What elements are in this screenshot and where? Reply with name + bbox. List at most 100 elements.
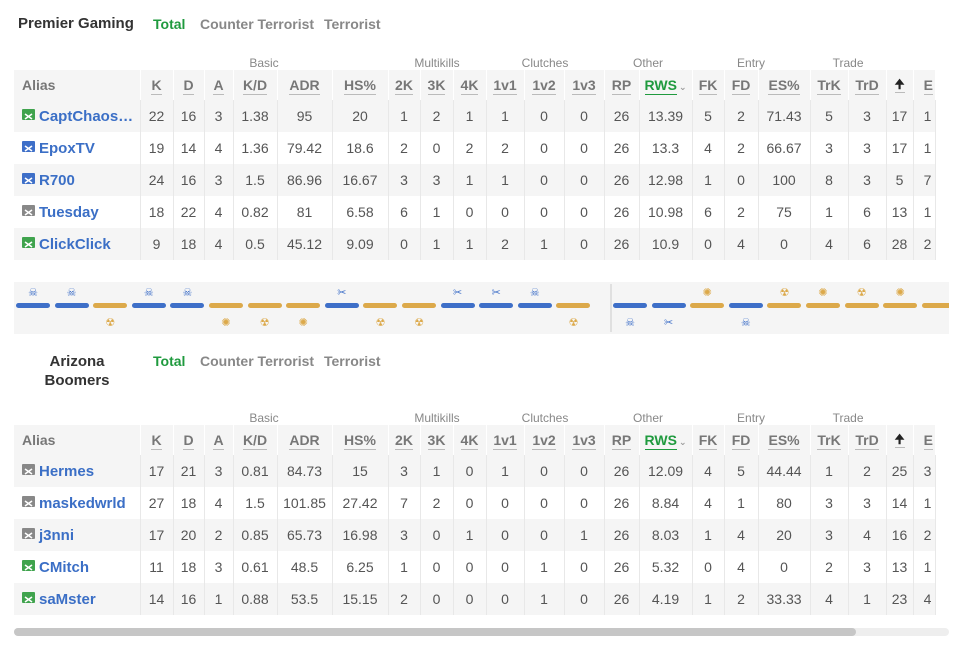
- round-result[interactable]: ☠: [728, 282, 763, 334]
- player-link[interactable]: j3nni: [39, 526, 75, 544]
- column-header-ascend-icon[interactable]: 🠉: [886, 425, 914, 455]
- column-header-3k[interactable]: 3K: [420, 425, 454, 455]
- round-result[interactable]: ☢: [247, 282, 282, 334]
- round-result[interactable]: ☠: [170, 282, 205, 334]
- stat-a: 2: [204, 519, 234, 551]
- stat-4k: 1: [453, 100, 487, 132]
- column-header-k[interactable]: K: [140, 70, 174, 100]
- skull-icon: ☠: [28, 287, 38, 299]
- column-header-rws[interactable]: RWS ⌄: [639, 425, 693, 455]
- column-header-trd[interactable]: TrD: [848, 70, 887, 100]
- round-result[interactable]: [921, 282, 949, 334]
- column-header-1v3[interactable]: 1v3: [564, 425, 605, 455]
- tab-counter-terrorist[interactable]: Counter Terrorist: [200, 353, 315, 369]
- column-header-4k[interactable]: 4K: [453, 70, 487, 100]
- column-header-ascend-icon[interactable]: 🠉: [886, 70, 914, 100]
- tab-counter-terrorist[interactable]: Counter Terrorist: [200, 16, 315, 32]
- explosion-icon: ✺: [221, 317, 231, 329]
- column-header-fd[interactable]: FD: [724, 70, 759, 100]
- column-header-es[interactable]: ES%: [758, 70, 811, 100]
- round-result[interactable]: ✂: [440, 282, 475, 334]
- column-header-3k[interactable]: 3K: [420, 70, 454, 100]
- round-result[interactable]: ✂: [324, 282, 359, 334]
- round-result[interactable]: ☠: [54, 282, 89, 334]
- column-header-hs[interactable]: HS%: [332, 425, 389, 455]
- stat-hs: 6.25: [332, 551, 389, 583]
- player-link[interactable]: CaptChaos…: [39, 107, 134, 125]
- column-header-a[interactable]: A: [204, 425, 234, 455]
- stat-trd: 4: [848, 519, 887, 551]
- round-result[interactable]: ☢: [363, 282, 398, 334]
- round-result[interactable]: ✺: [286, 282, 321, 334]
- column-header-2k[interactable]: 2K: [388, 425, 421, 455]
- alias-header[interactable]: Alias: [14, 70, 141, 100]
- column-header-1v3[interactable]: 1v3: [564, 70, 605, 100]
- stat-fd: 2: [724, 583, 759, 615]
- column-header-e[interactable]: E: [913, 70, 936, 100]
- column-header-kd[interactable]: K/D: [233, 70, 278, 100]
- round-result[interactable]: ✺: [806, 282, 840, 334]
- column-header-rp[interactable]: RP: [604, 70, 640, 100]
- column-header-1v1[interactable]: 1v1: [486, 425, 525, 455]
- tab-total[interactable]: Total: [153, 353, 186, 369]
- round-result[interactable]: ✂: [651, 282, 686, 334]
- round-result[interactable]: ☠: [517, 282, 552, 334]
- stat-1v1: 0: [486, 583, 525, 615]
- tab-terrorist[interactable]: Terrorist: [324, 16, 381, 32]
- player-link[interactable]: Hermes: [39, 462, 95, 480]
- round-result[interactable]: ☢: [844, 282, 879, 334]
- tab-total[interactable]: Total: [153, 16, 186, 32]
- round-result[interactable]: ☠: [131, 282, 166, 334]
- round-result[interactable]: ✺: [209, 282, 243, 334]
- player-link[interactable]: maskedwrld: [39, 494, 126, 512]
- round-result[interactable]: ☢: [556, 282, 591, 334]
- tab-terrorist[interactable]: Terrorist: [324, 353, 381, 369]
- column-header-fk[interactable]: FK: [692, 425, 725, 455]
- column-header-label: D: [183, 432, 194, 450]
- stat-top: 14: [886, 487, 914, 519]
- column-header-e[interactable]: E: [913, 425, 936, 455]
- player-link[interactable]: EpoxTV: [39, 139, 95, 157]
- column-header-1v1[interactable]: 1v1: [486, 70, 525, 100]
- round-result[interactable]: ☠: [613, 282, 647, 334]
- column-header-fd[interactable]: FD: [724, 425, 759, 455]
- column-header-k[interactable]: K: [140, 425, 174, 455]
- column-header-4k[interactable]: 4K: [453, 425, 487, 455]
- round-result[interactable]: ☢: [93, 282, 128, 334]
- round-result[interactable]: ✺: [883, 282, 918, 334]
- column-header-rws[interactable]: RWS ⌄: [639, 70, 693, 100]
- column-header-a[interactable]: A: [204, 70, 234, 100]
- column-header-d[interactable]: D: [173, 70, 205, 100]
- column-header-1v2[interactable]: 1v2: [524, 70, 565, 100]
- stat-d: 16: [173, 100, 205, 132]
- player-link[interactable]: CMitch: [39, 558, 89, 576]
- player-link[interactable]: ClickClick: [39, 235, 111, 253]
- column-header-trd[interactable]: TrD: [848, 425, 887, 455]
- stat-a: 3: [204, 455, 234, 487]
- column-header-trk[interactable]: TrK: [810, 425, 849, 455]
- column-header-fk[interactable]: FK: [692, 70, 725, 100]
- player-link[interactable]: R700: [39, 171, 75, 189]
- alias-header[interactable]: Alias: [14, 425, 141, 455]
- stat-kd: 0.85: [233, 519, 278, 551]
- column-header-es[interactable]: ES%: [758, 425, 811, 455]
- player-link[interactable]: saMster: [39, 590, 96, 608]
- column-header-2k[interactable]: 2K: [388, 70, 421, 100]
- horizontal-scrollbar[interactable]: [14, 628, 949, 636]
- column-header-1v2[interactable]: 1v2: [524, 425, 565, 455]
- column-header-hs[interactable]: HS%: [332, 70, 389, 100]
- round-result[interactable]: ✺: [690, 282, 725, 334]
- round-result[interactable]: ☢: [767, 282, 802, 334]
- round-result[interactable]: ☢: [402, 282, 436, 334]
- round-result[interactable]: ☠: [16, 282, 50, 334]
- column-header-adr[interactable]: ADR: [277, 425, 333, 455]
- scrollbar-thumb[interactable]: [14, 628, 856, 636]
- column-header-adr[interactable]: ADR: [277, 70, 333, 100]
- stat-top: 5: [886, 164, 914, 196]
- column-header-trk[interactable]: TrK: [810, 70, 849, 100]
- round-result[interactable]: ✂: [479, 282, 514, 334]
- column-header-kd[interactable]: K/D: [233, 425, 278, 455]
- column-header-rp[interactable]: RP: [604, 425, 640, 455]
- player-link[interactable]: Tuesday: [39, 203, 99, 221]
- column-header-d[interactable]: D: [173, 425, 205, 455]
